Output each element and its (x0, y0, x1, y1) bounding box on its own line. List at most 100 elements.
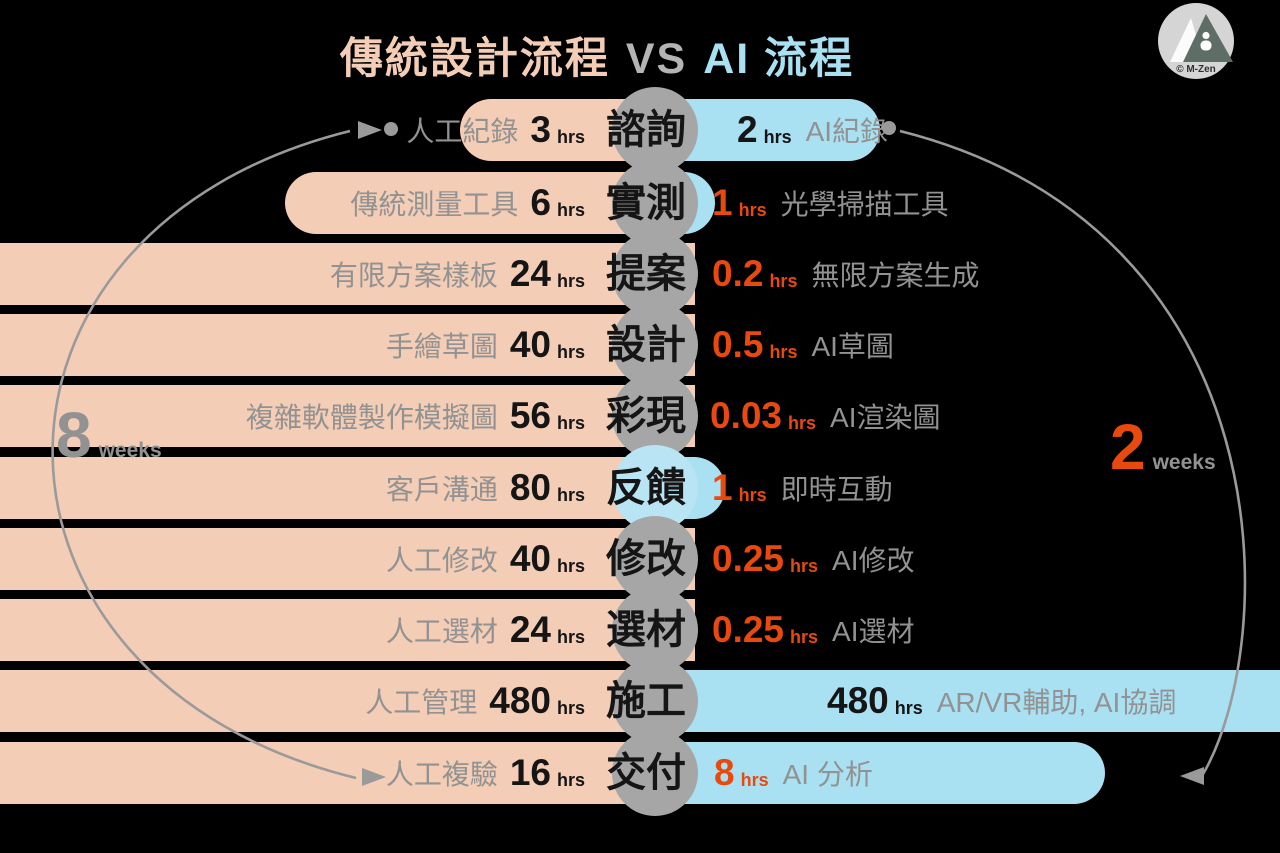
traditional-hours-unit: hrs (556, 270, 585, 291)
ai-hours-value: 2 (737, 109, 758, 150)
traditional-hours-value: 40 (509, 538, 551, 579)
stage-name: 反饋 (606, 466, 686, 510)
ai-step-info: 0.03 hrs AI渲染圖 (710, 385, 941, 447)
total-traditional-unit: weeks (98, 439, 162, 462)
ai-hours-unit: hrs (738, 484, 767, 505)
traditional-step-info: 客戶溝通 80 hrs (0, 457, 585, 519)
ai-step-info: 0.25 hrs AI選材 (712, 599, 915, 661)
total-traditional-weeks: 8 weeks (56, 398, 162, 472)
title-vs: VS (625, 35, 688, 83)
traditional-step-label: 複雜軟體製作模擬圖 (245, 402, 498, 433)
ai-step-label: AI草圖 (811, 331, 894, 362)
ai-hours-value: 480 (827, 680, 889, 721)
ai-step-info: 0.5 hrs AI草圖 (712, 314, 894, 376)
traditional-hours-value: 24 (509, 253, 551, 294)
traditional-step-label: 有限方案樣板 (329, 260, 498, 291)
traditional-step-info: 傳統測量工具 6 hrs (0, 172, 585, 234)
ai-hours-value: 1 (712, 182, 733, 223)
traditional-step-label: 人工管理 (365, 687, 478, 718)
ai-step-label: AI紀錄 (805, 116, 889, 147)
stage-circle (612, 373, 698, 459)
ai-step-label: AI渲染圖 (830, 402, 941, 433)
ai-hours-unit: hrs (788, 412, 817, 433)
traditional-hours-unit: hrs (556, 769, 585, 790)
traditional-hours-value: 80 (509, 467, 551, 508)
total-ai-weeks: 2 weeks (1110, 410, 1216, 484)
ai-step-info: 1 hrs 光學掃描工具 (712, 172, 949, 234)
ai-step-info: 480 hrs AR/VR輔助, AI協調 (827, 670, 1176, 732)
ai-step-label: AI 分析 (782, 759, 873, 790)
traditional-hours-unit: hrs (556, 341, 585, 362)
ai-step-label: 即時互動 (780, 474, 893, 505)
ai-hours-unit: hrs (790, 626, 819, 647)
ai-hours-value: 0.2 (712, 253, 764, 294)
stage-name: 選材 (606, 608, 686, 652)
traditional-hours-unit: hrs (556, 626, 585, 647)
ai-step-label: AR/VR輔助, AI協調 (936, 687, 1177, 718)
ai-step-info: 1 hrs 即時互動 (712, 457, 893, 519)
stage-name: 實測 (606, 181, 686, 225)
ai-hours-unit: hrs (769, 270, 798, 291)
arrowhead-bottom-right (1180, 767, 1204, 785)
traditional-hours-unit: hrs (556, 697, 585, 718)
ai-hours-value: 8 (714, 752, 735, 793)
title-traditional: 傳統設計流程 (339, 35, 610, 83)
ai-step-info: 0.25 hrs AI修改 (712, 528, 915, 590)
stage-circle (612, 730, 698, 816)
traditional-step-label: 人工複驗 (385, 759, 498, 790)
ai-step-label: AI修改 (832, 545, 915, 576)
traditional-hours-unit: hrs (556, 555, 585, 576)
traditional-step-info: 有限方案樣板 24 hrs (0, 243, 585, 305)
traditional-step-label: 客戶溝通 (385, 474, 498, 505)
traditional-hours-value: 40 (509, 324, 551, 365)
brand-logo: © M-Zen (1146, 2, 1246, 84)
ai-hours-unit: hrs (894, 697, 923, 718)
traditional-step-info: 手繪草圖 40 hrs (0, 314, 585, 376)
title-ai: AI 流程 (703, 35, 855, 83)
traditional-hours-unit: hrs (556, 412, 585, 433)
stage-name: 諮詢 (606, 108, 686, 152)
traditional-step-label: 人工紀錄 (406, 116, 519, 147)
ai-hours-value: 0.25 (712, 609, 785, 650)
traditional-step-label: 人工選材 (385, 616, 498, 647)
traditional-step-label: 傳統測量工具 (350, 189, 519, 220)
ai-step-info: 8 hrs AI 分析 (714, 742, 873, 804)
logo-person-head (1202, 31, 1210, 40)
traditional-step-info: 人工管理 480 hrs (0, 670, 585, 732)
ai-hours-unit: hrs (740, 769, 769, 790)
ai-hours-unit: hrs (769, 341, 798, 362)
stage-name: 彩現 (606, 394, 686, 438)
ai-step-info: 0.2 hrs 無限方案生成 (712, 243, 979, 305)
traditional-step-label: 手繪草圖 (385, 331, 498, 362)
stage-name: 修改 (606, 537, 686, 581)
traditional-step-info: 人工選材 24 hrs (0, 599, 585, 661)
traditional-step-info: 人工複驗 16 hrs (0, 742, 585, 804)
stage-name: 提案 (606, 252, 686, 296)
total-traditional-value: 8 (56, 399, 92, 471)
traditional-hours-value: 3 (530, 109, 551, 150)
traditional-hours-value: 24 (509, 609, 551, 650)
traditional-hours-value: 16 (509, 752, 551, 793)
ai-hours-unit: hrs (738, 199, 767, 220)
traditional-hours-unit: hrs (556, 126, 585, 147)
stage-circle (612, 658, 698, 744)
stage-circle (612, 87, 698, 173)
page-title: 傳統設計流程 VS AI 流程 (0, 24, 1194, 86)
ai-step-label: 光學掃描工具 (780, 189, 949, 220)
ai-hours-value: 1 (712, 467, 733, 508)
total-ai-value: 2 (1110, 411, 1146, 483)
traditional-hours-value: 480 (489, 680, 551, 721)
total-ai-unit: weeks (1152, 451, 1216, 474)
ai-hours-value: 0.03 (710, 395, 783, 436)
ai-hours-unit: hrs (763, 126, 792, 147)
traditional-hours-unit: hrs (556, 199, 585, 220)
traditional-hours-unit: hrs (556, 484, 585, 505)
logo-person-body (1200, 40, 1212, 51)
traditional-step-info: 人工紀錄 3 hrs (0, 99, 585, 161)
ai-step-label: 無限方案生成 (811, 260, 980, 291)
ai-hours-value: 0.25 (712, 538, 785, 579)
ai-step-label: AI選材 (832, 616, 915, 647)
traditional-step-info: 人工修改 40 hrs (0, 528, 585, 590)
stage-name: 交付 (606, 751, 686, 795)
